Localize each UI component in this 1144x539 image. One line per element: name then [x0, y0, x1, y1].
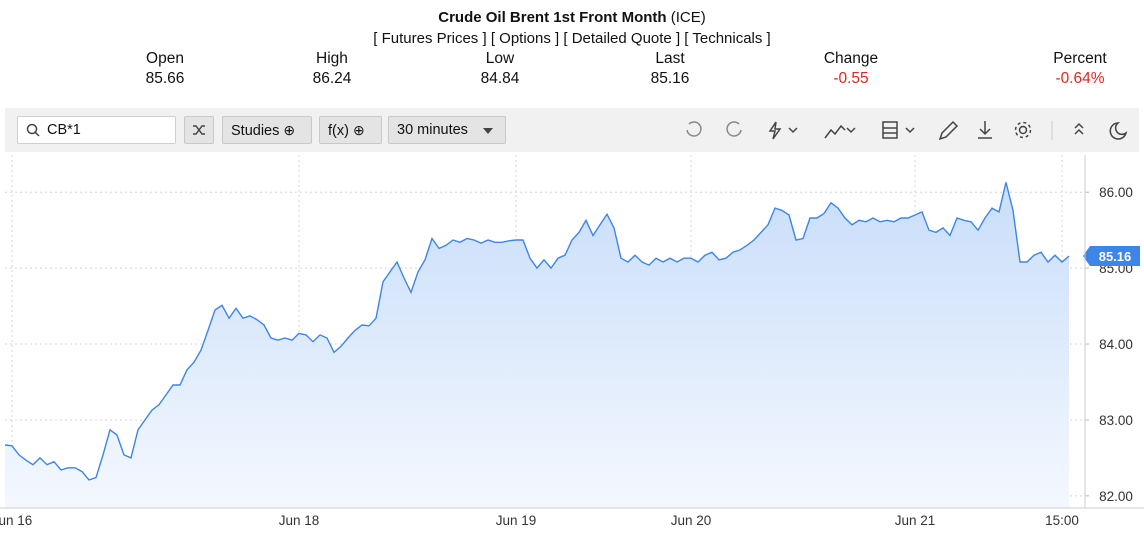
symbol-search[interactable]: CB*1: [17, 116, 176, 144]
collapse-icon[interactable]: [1074, 122, 1084, 135]
events-icon[interactable]: [768, 121, 782, 140]
theme-icon[interactable]: [1109, 122, 1128, 140]
badge-label: 85.16: [1099, 249, 1132, 264]
dropdown-arrow: [846, 127, 856, 134]
quote-label: Open: [146, 50, 184, 67]
instrument-name: Crude Oil Brent 1st Front Month: [438, 9, 667, 26]
dropdown-arrow: [788, 127, 798, 134]
redo-icon[interactable]: [726, 121, 742, 137]
fx-button[interactable]: f(x) ⊕: [319, 116, 382, 144]
y-tick-label: 86.00: [1099, 185, 1133, 200]
y-tick-label: 82.00: [1099, 489, 1133, 504]
interval-label: 30 minutes: [397, 122, 468, 138]
links: [ Futures Prices ] [ Options ] [ Detaile…: [0, 30, 1144, 47]
settings-icon[interactable]: [1018, 125, 1028, 135]
x-tick-label: Jun 19: [496, 513, 537, 528]
quote-value: 85.66: [145, 70, 185, 87]
x-tick-label: 15:00: [1045, 513, 1079, 528]
toolbar: CB*1 Studies ⊕ f(x) ⊕ 30 minutes: [5, 108, 1139, 152]
x-tick-label: Jun 16: [0, 513, 32, 528]
link[interactable]: [ Detailed Quote ]: [563, 30, 681, 47]
compare-button[interactable]: [184, 116, 214, 144]
studies-button[interactable]: Studies ⊕: [222, 116, 312, 144]
interval-button[interactable]: 30 minutes: [388, 116, 506, 144]
header-title: Crude Oil Brent 1st Front Month (ICE): [0, 9, 1144, 26]
dropdown-arrow: [483, 128, 493, 134]
badge-shape: [1083, 245, 1140, 266]
quote-value: 86.24: [312, 70, 352, 87]
quote-label: Change: [823, 50, 879, 67]
price-chart: Jun 16 Jun 18 Jun 19 Jun 20 Jun 21 15:00 82.00…: [0, 155, 1144, 528]
shuffle-icon: [193, 125, 205, 135]
quote-value: -0.64%: [1055, 70, 1105, 87]
chart-type-icon[interactable]: [824, 124, 846, 139]
x-tick-label: Jun 20: [671, 513, 712, 528]
link[interactable]: [ Technicals ]: [684, 30, 771, 47]
quote-value: -0.55: [833, 70, 869, 87]
dropdown-arrow: [905, 127, 915, 134]
quote-label: Last: [655, 50, 685, 67]
fx-label: f(x): [328, 123, 349, 139]
quote-label: Percent: [1053, 50, 1107, 67]
search-text: CB*1: [47, 122, 81, 138]
x-tick-label: Jun 18: [279, 513, 320, 528]
area-fill: [5, 182, 1069, 509]
search-icon: [26, 123, 40, 137]
quote-value: 85.16: [650, 70, 690, 87]
x-tick-label: Jun 21: [895, 513, 936, 528]
y-tick-label: 83.00: [1099, 413, 1133, 428]
draw-icon[interactable]: [938, 120, 959, 141]
undo-icon[interactable]: [686, 121, 702, 137]
download-icon[interactable]: [978, 121, 992, 139]
price-line: [4, 182, 1070, 481]
layout-icon[interactable]: [882, 121, 898, 139]
quote-label: Low: [485, 50, 515, 67]
exchange: (ICE): [670, 9, 706, 26]
last-price-badge: 85.16: [1083, 245, 1140, 266]
toolbar-icons: [686, 120, 1128, 141]
quote-value: 84.84: [480, 70, 520, 87]
link[interactable]: [ Options ]: [490, 30, 560, 47]
quote-label: High: [316, 50, 348, 67]
link[interactable]: [ Futures Prices ]: [373, 30, 487, 47]
y-tick-label: 84.00: [1099, 337, 1133, 352]
studies-label: Studies: [231, 123, 280, 139]
